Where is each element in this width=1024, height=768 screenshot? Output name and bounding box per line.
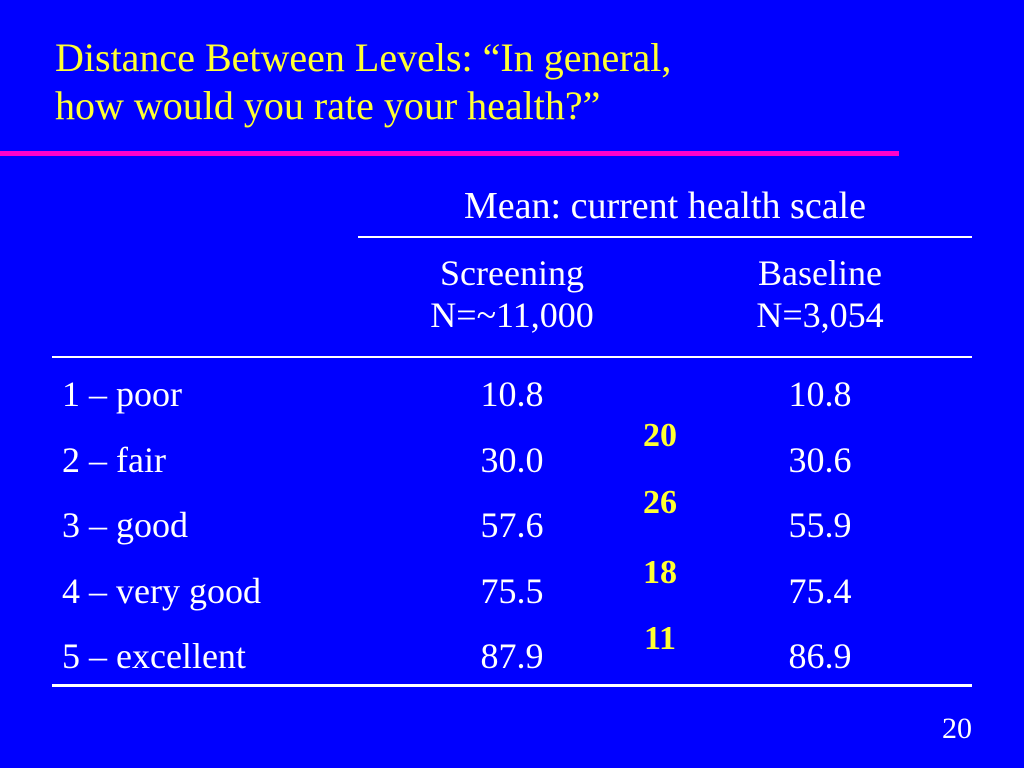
slide-title: Distance Between Levels: “In general, ho… — [55, 34, 935, 130]
table-group-header: Mean: current health scale — [464, 185, 866, 227]
slide-title-line-1: Distance Between Levels: “In general, — [55, 35, 672, 80]
row-label: 1 – poor — [62, 374, 182, 414]
row-label: 5 – excellent — [62, 636, 246, 676]
baseline-value: 55.9 — [788, 505, 852, 545]
table-row: 4 – very good 75.5 75.4 — [0, 571, 1024, 611]
page-number: 20 — [942, 712, 972, 745]
column-baseline-n: N=3,054 — [756, 295, 884, 335]
screening-value: 87.9 — [480, 636, 544, 676]
table-bottom-rule — [52, 684, 972, 687]
column-baseline-name: Baseline — [758, 253, 882, 293]
baseline-value: 75.4 — [788, 571, 852, 611]
baseline-value: 30.6 — [788, 440, 852, 480]
screening-value: 10.8 — [480, 374, 544, 414]
row-label: 3 – good — [62, 505, 188, 545]
table-row: 3 – good 57.6 55.9 — [0, 505, 1024, 545]
screening-value: 57.6 — [480, 505, 544, 545]
level-distance-value: 20 — [643, 417, 677, 454]
column-header-baseline: Baseline N=3,054 — [700, 252, 940, 336]
screening-value: 75.5 — [480, 571, 544, 611]
column-screening-name: Screening — [440, 253, 584, 293]
group-header-rule — [358, 236, 972, 238]
level-distance-value: 11 — [643, 620, 677, 657]
title-underline — [0, 151, 899, 156]
row-label: 4 – very good — [62, 571, 261, 611]
slide-title-line-2: how would you rate your health?” — [55, 83, 601, 128]
row-label: 2 – fair — [62, 440, 166, 480]
column-header-rule — [52, 356, 972, 358]
screening-value: 30.0 — [480, 440, 544, 480]
column-screening-n: N=~11,000 — [430, 295, 594, 335]
table-row: 2 – fair 30.0 30.6 — [0, 440, 1024, 480]
level-distance-value: 26 — [643, 484, 677, 521]
baseline-value: 10.8 — [788, 374, 852, 414]
table-row: 5 – excellent 87.9 86.9 — [0, 636, 1024, 676]
table-row: 1 – poor 10.8 10.8 — [0, 374, 1024, 414]
baseline-value: 86.9 — [788, 636, 852, 676]
level-distance-value: 18 — [643, 554, 677, 591]
column-header-screening: Screening N=~11,000 — [392, 252, 632, 336]
